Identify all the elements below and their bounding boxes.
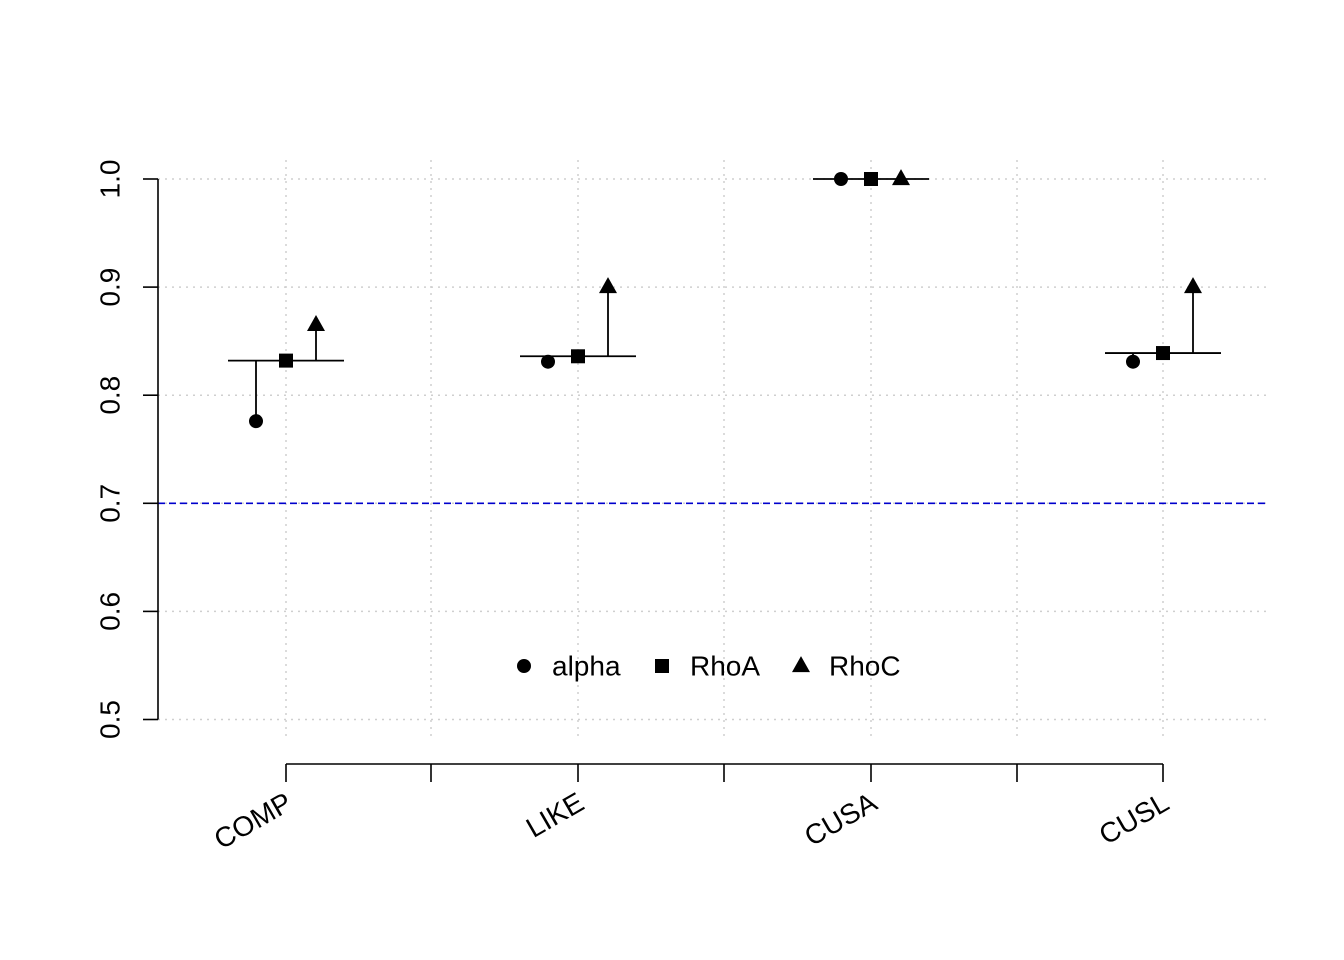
legend-marker-rhoc (792, 656, 810, 673)
x-tick-label: CUSL (1094, 786, 1174, 850)
alpha-point (541, 354, 555, 369)
category-group-cusa (813, 169, 929, 186)
x-tick-label: COMP (209, 786, 297, 855)
rhoa-point (279, 353, 293, 368)
alpha-point (1126, 354, 1140, 369)
legend-label-rhoa: RhoA (690, 651, 760, 682)
legend-label-alpha: alpha (552, 651, 621, 682)
category-group-cusl (1105, 277, 1221, 369)
axes: 0.5 0.6 0.7 0.8 0.9 1.0 COMP LIKE CUSA CUSL (95, 160, 1175, 856)
category-group-comp (228, 315, 344, 429)
legend: alpha RhoA RhoC (517, 651, 901, 682)
y-tick-label: 0.9 (95, 268, 126, 307)
alpha-point (834, 172, 848, 186)
rhoc-point (599, 277, 617, 294)
rhoa-point (1156, 346, 1170, 361)
category-group-like (520, 277, 636, 369)
y-tick-label: 1.0 (95, 160, 126, 199)
rhoa-point (571, 349, 585, 364)
rhoc-point (1184, 277, 1202, 294)
legend-label-rhoc: RhoC (829, 651, 901, 682)
data-marks (228, 169, 1221, 429)
y-tick-label: 0.6 (95, 592, 126, 631)
x-tick-label: CUSA (799, 786, 882, 852)
rhoc-point (307, 315, 325, 332)
x-tick-label: LIKE (521, 786, 589, 843)
rhoa-point (864, 172, 878, 186)
rhoc-point (892, 169, 910, 186)
legend-marker-alpha (517, 659, 531, 673)
y-tick-label: 0.7 (95, 484, 126, 523)
y-tick-label: 0.8 (95, 376, 126, 415)
alpha-point (249, 414, 263, 429)
y-tick-label: 0.5 (95, 700, 126, 739)
legend-marker-rhoa (655, 659, 669, 673)
